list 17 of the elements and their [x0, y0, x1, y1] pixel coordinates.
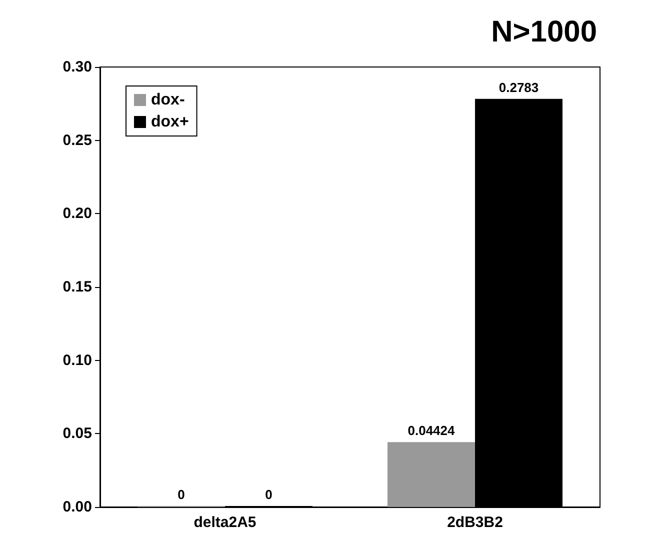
- bar: [388, 442, 475, 507]
- y-tick-label: 0.25: [62, 132, 92, 149]
- legend-label: dox-: [151, 92, 185, 108]
- x-tick-label: delta2A5: [194, 514, 256, 531]
- data-label: 0: [178, 487, 185, 502]
- data-label: 0: [265, 487, 272, 502]
- chart-title: N>1000: [491, 16, 598, 48]
- x-tick-label: 2dB3B2: [447, 514, 503, 531]
- y-tick-label: 0.10: [62, 352, 92, 369]
- y-tick-label: 0.15: [62, 278, 92, 296]
- y-tick-label: 0.00: [62, 498, 92, 516]
- y-tick-label: 0.30: [62, 58, 92, 76]
- data-label: 0.04424: [408, 423, 456, 438]
- data-label: 0.2783: [498, 80, 539, 95]
- y-tick-label: 0.20: [62, 205, 92, 222]
- legend-label: dox+: [151, 114, 189, 130]
- y-tick-label: 0.05: [62, 425, 92, 442]
